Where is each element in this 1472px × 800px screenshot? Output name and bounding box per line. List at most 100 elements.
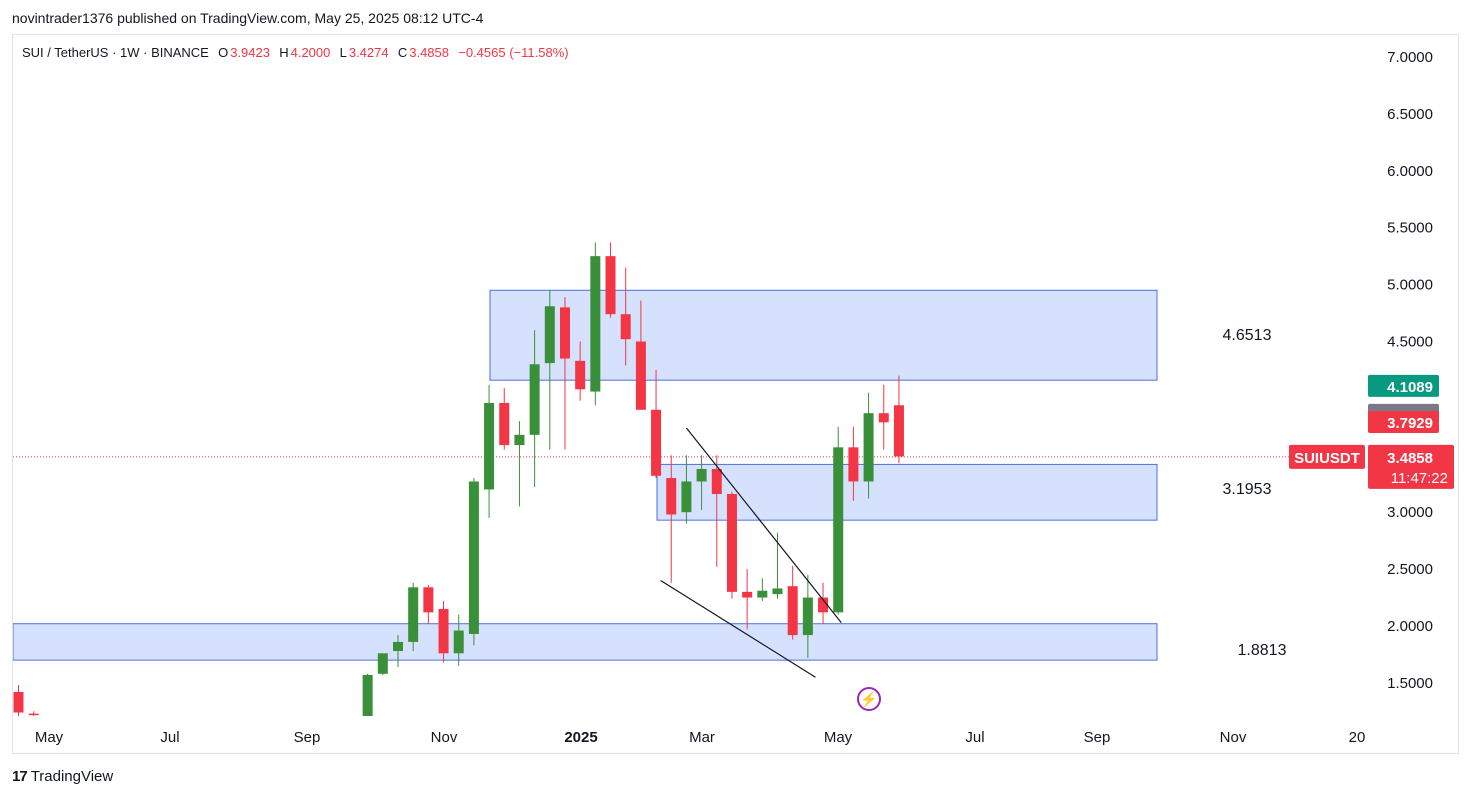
- x-tick-label: Sep: [1084, 729, 1111, 746]
- candle-body: [711, 468, 722, 494]
- x-tick-label: Mar: [689, 729, 715, 746]
- tradingview-logo-icon: 17: [12, 768, 28, 785]
- price-label: 4.1089: [1368, 374, 1439, 397]
- candle: [423, 585, 434, 624]
- candle-body: [484, 402, 495, 490]
- candle-body: [726, 493, 737, 592]
- x-tick-label: 20: [1349, 729, 1366, 746]
- symbol-tag-bg: [1289, 444, 1365, 469]
- candle-body: [893, 405, 904, 457]
- candle: [742, 569, 753, 630]
- zone-level-label: 4.6513: [1223, 327, 1272, 344]
- candle: [711, 455, 722, 567]
- publish-info: novintrader1376 published on TradingView…: [12, 10, 484, 26]
- candle-body: [499, 402, 510, 446]
- candle: [362, 673, 373, 716]
- candle-body: [620, 314, 631, 340]
- price-label: 3.7929: [1368, 410, 1439, 433]
- candle-body: [742, 591, 753, 598]
- candle: [726, 491, 737, 599]
- candle-body: [393, 641, 403, 652]
- footer-brand[interactable]: 17 TradingView: [12, 768, 113, 785]
- candle: [833, 426, 844, 615]
- candle-body: [863, 413, 874, 482]
- candle: [514, 421, 525, 507]
- zone-box: [489, 289, 1158, 381]
- legend-low: 3.4274: [348, 45, 389, 60]
- candle-body: [468, 481, 479, 634]
- candle: [681, 455, 692, 524]
- legend-open-label: O: [218, 45, 229, 60]
- price-label-text: 3.7929: [1387, 415, 1433, 432]
- candle: [544, 290, 555, 450]
- last-price-value: 3.4858: [1387, 450, 1433, 467]
- legend-symbol[interactable]: SUI / TetherUS · 1W · BINANCE: [22, 45, 209, 60]
- zone-level-label: 3.1953: [1223, 481, 1272, 498]
- candle: [393, 635, 403, 667]
- candle-body: [514, 434, 525, 446]
- lightning-icon[interactable]: ⚡: [857, 687, 881, 711]
- candle: [666, 455, 677, 583]
- candle-body: [362, 674, 373, 716]
- zone-box: [656, 463, 1158, 521]
- candle: [377, 653, 388, 675]
- candle-body: [802, 597, 813, 636]
- candle-body: [590, 256, 601, 392]
- x-tick-label: Jul: [160, 729, 179, 746]
- trendline: [660, 579, 816, 678]
- x-tick-label: 2025: [564, 729, 597, 746]
- candle: [863, 392, 874, 499]
- candle: [696, 455, 707, 510]
- y-tick-label: 1.5000: [1387, 675, 1433, 692]
- candle-body: [681, 481, 692, 513]
- countdown-timer: 11:47:22: [1391, 470, 1448, 487]
- candle: [787, 565, 798, 640]
- price-label-bg: [1368, 374, 1439, 397]
- candle-body: [423, 587, 434, 613]
- zone-box: [13, 623, 1158, 661]
- candle-body: [787, 586, 798, 636]
- legend-close: 3.4858: [409, 45, 449, 60]
- x-tick-label: Jul: [965, 729, 984, 746]
- x-tick-label: May: [35, 729, 64, 746]
- legend-open: 3.9423: [230, 45, 270, 60]
- candle-body: [696, 468, 707, 482]
- candle-body: [544, 306, 555, 364]
- candle-body: [848, 447, 859, 482]
- candle: [893, 375, 904, 464]
- legend-high-label: H: [279, 45, 289, 60]
- x-tick-label: May: [824, 729, 853, 746]
- candle-body: [605, 256, 616, 315]
- candle: [408, 582, 419, 652]
- candle: [635, 300, 646, 410]
- candle: [575, 341, 586, 401]
- candle: [818, 582, 829, 624]
- y-tick-label: 4.5000: [1387, 334, 1433, 351]
- candle: [651, 369, 662, 479]
- candle-body: [408, 587, 419, 642]
- chart-frame[interactable]: [12, 34, 1459, 754]
- candle: [620, 267, 631, 366]
- x-tick-label: Sep: [294, 729, 321, 746]
- candle: [605, 242, 616, 318]
- legend-low-label: L: [339, 45, 347, 60]
- zone-level-label: 1.8813: [1238, 642, 1287, 659]
- candle-body: [833, 447, 844, 613]
- candle: [802, 574, 813, 658]
- candle-body: [377, 653, 388, 674]
- candle: [590, 242, 601, 406]
- last-price-bg: [1368, 444, 1454, 489]
- symbol-tag-text: SUIUSDT: [1294, 450, 1360, 467]
- y-tick-label: 3.0000: [1387, 504, 1433, 521]
- y-tick-label: 7.0000: [1387, 49, 1433, 66]
- candle-body: [818, 597, 829, 613]
- y-tick-label: 2.0000: [1387, 618, 1433, 635]
- legend-change: −0.4565 (−11.58%): [458, 45, 569, 60]
- x-tick-label: Nov: [431, 729, 458, 746]
- candle: [878, 384, 889, 450]
- candle-body: [651, 409, 662, 476]
- y-tick-label: 2.5000: [1387, 561, 1433, 578]
- candle-body: [28, 713, 39, 716]
- candle: [453, 614, 464, 666]
